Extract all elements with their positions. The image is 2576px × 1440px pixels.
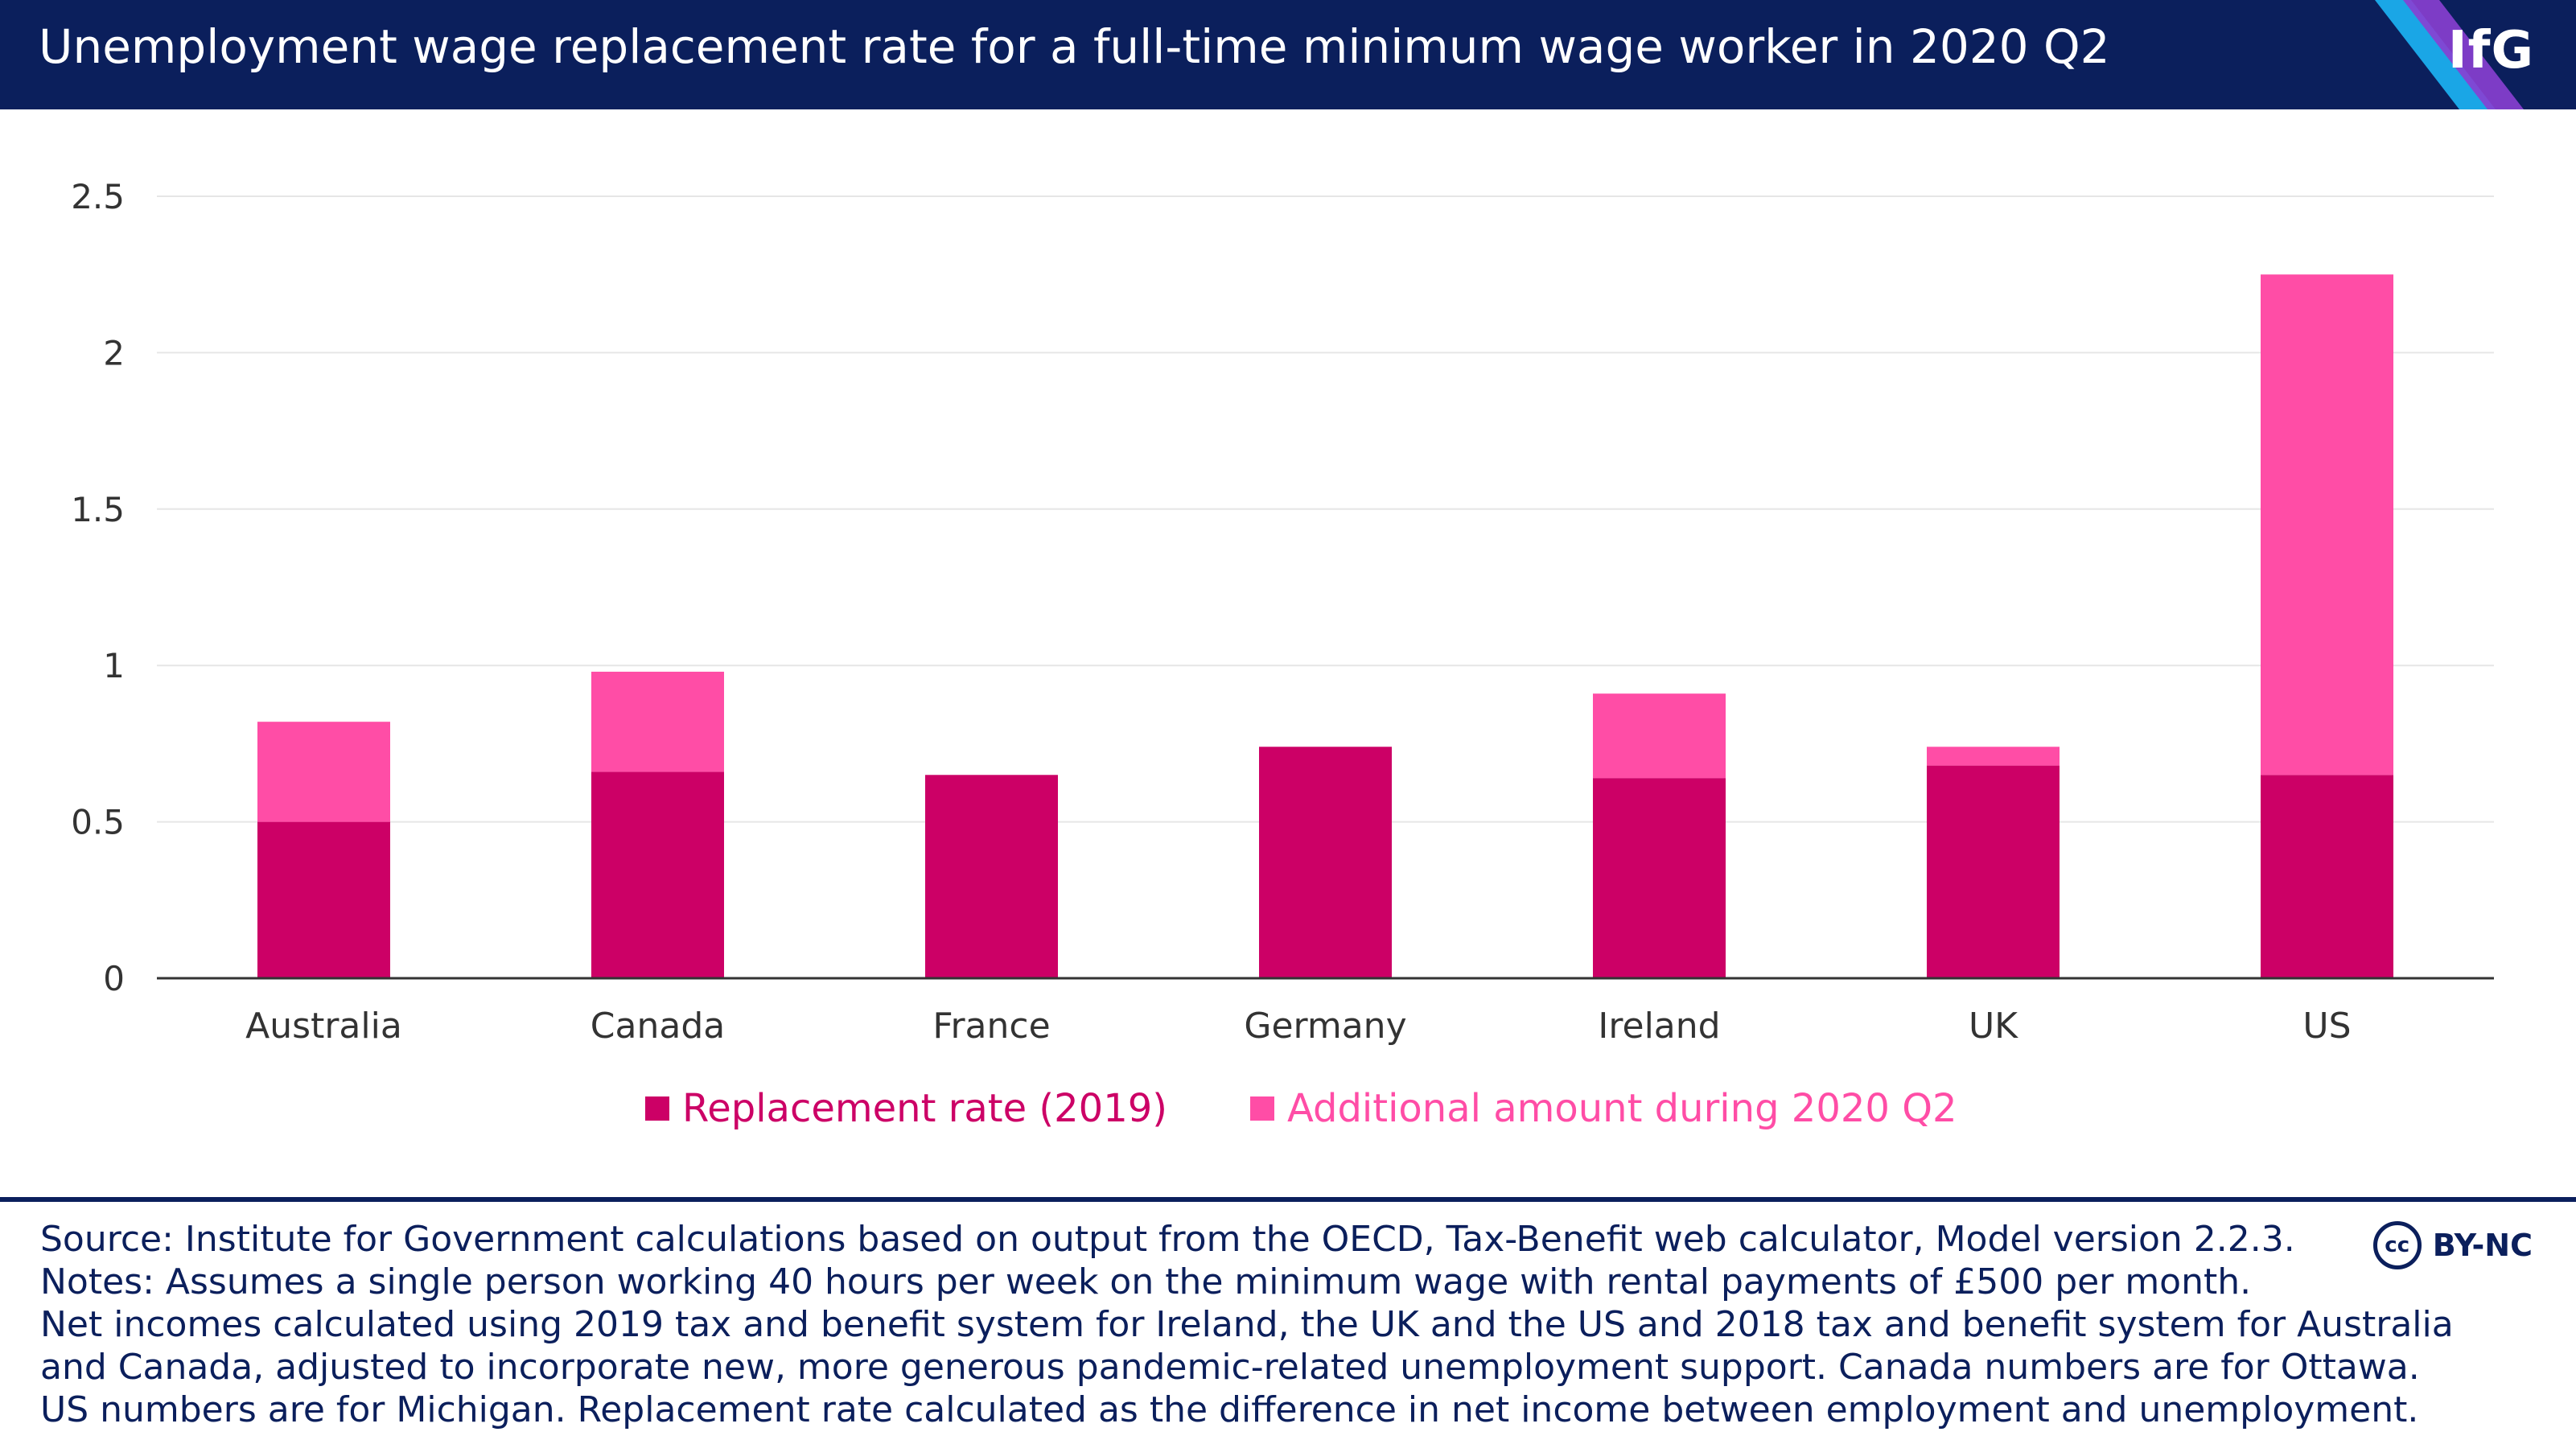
- bar-replacement-rate-us: [2261, 775, 2393, 978]
- license-badge: cc BY-NC: [2372, 1221, 2533, 1269]
- legend-swatch-additional-amount: [1250, 1096, 1274, 1121]
- bar-replacement-rate-uk: [1927, 765, 2060, 978]
- legend-swatch-replacement-rate: [645, 1096, 669, 1121]
- x-category-label: Ireland: [1598, 1006, 1720, 1047]
- bar-replacement-rate-ireland: [1593, 778, 1726, 978]
- x-category-label: US: [2302, 1006, 2351, 1047]
- y-tick-label: 2.5: [71, 177, 125, 216]
- bar-additional-amount-us: [2261, 274, 2393, 776]
- footer-line: Source: Institute for Government calcula…: [40, 1219, 2295, 1260]
- x-category-label: Germany: [1244, 1006, 1406, 1047]
- x-category-label: France: [932, 1006, 1050, 1047]
- footer-line: Net incomes calculated using 2019 tax an…: [40, 1304, 2454, 1345]
- chart-title: Unemployment wage replacement rate for a…: [39, 19, 2110, 74]
- y-tick-label: 0: [103, 959, 125, 998]
- footer-line: US numbers are for Michigan. Replacement…: [40, 1389, 2419, 1430]
- footer-notes: Source: Institute for Government calcula…: [40, 1218, 2454, 1431]
- bar-chart: 0 0.5 1 1.5 2 2.5 Australia Canada France Germany…: [71, 177, 2494, 1047]
- logo-stripes-icon: [2375, 0, 2524, 109]
- y-tick-label: 1: [103, 646, 125, 685]
- creative-commons-icon: cc: [2372, 1221, 2422, 1269]
- ifg-logo: IfG: [2447, 21, 2534, 80]
- footer-line: and Canada, adjusted to incorporate new,…: [40, 1347, 2420, 1388]
- x-category-label: UK: [1969, 1006, 2018, 1047]
- y-tick-label: 2: [103, 333, 125, 372]
- y-tick-label: 0.5: [71, 803, 125, 842]
- license-text: BY-NC: [2432, 1228, 2533, 1263]
- legend-item-additional-amount: Additional amount during 2020 Q2: [1250, 1086, 1957, 1131]
- header-bar: Unemployment wage replacement rate for a…: [0, 0, 2576, 109]
- legend: Replacement rate (2019) Additional amoun…: [0, 1086, 2576, 1142]
- legend-item-replacement-rate: Replacement rate (2019): [645, 1086, 1167, 1131]
- x-category-label: Australia: [245, 1006, 402, 1047]
- y-tick-label: 1.5: [71, 490, 125, 529]
- bar-replacement-rate-australia: [257, 821, 390, 978]
- x-category-label: Canada: [591, 1006, 725, 1047]
- legend-label-additional-amount: Additional amount during 2020 Q2: [1287, 1086, 1957, 1131]
- bar-additional-amount-uk: [1927, 747, 2060, 766]
- footer-line: Notes: Assumes a single person working 4…: [40, 1261, 2252, 1302]
- bar-replacement-rate-germany: [1259, 747, 1392, 978]
- bar-replacement-rate-canada: [591, 771, 724, 978]
- legend-label-replacement-rate: Replacement rate (2019): [682, 1086, 1168, 1131]
- bar-additional-amount-ireland: [1593, 693, 1726, 779]
- footer-divider: [0, 1197, 2576, 1202]
- bar-additional-amount-australia: [257, 722, 390, 822]
- bar-additional-amount-canada: [591, 671, 724, 772]
- bar-replacement-rate-france: [925, 775, 1058, 978]
